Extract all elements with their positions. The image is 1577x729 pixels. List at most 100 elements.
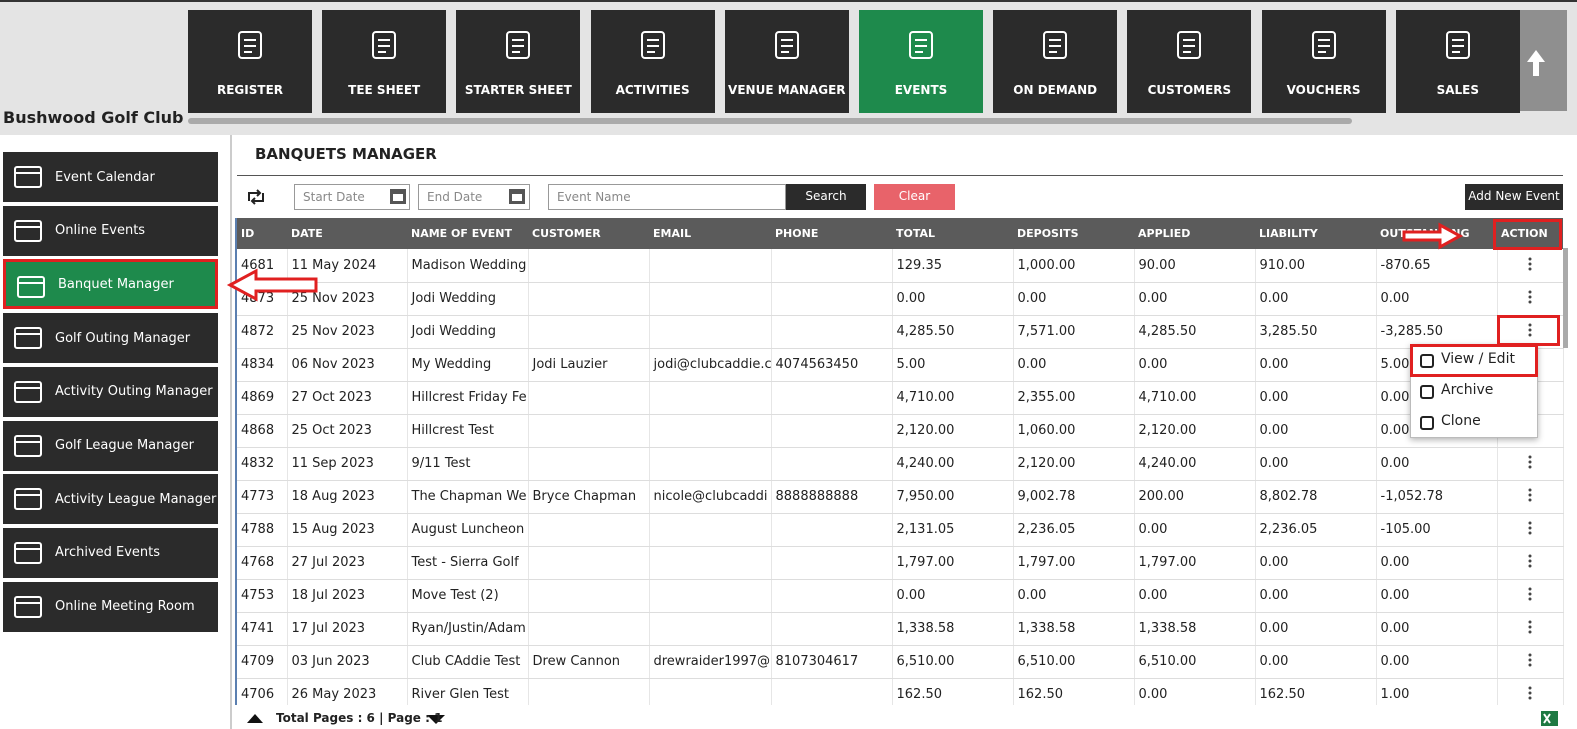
table-cell: 27 Jul 2023	[287, 546, 408, 580]
sidebar-label: Online Events	[55, 223, 146, 239]
sidebar-item[interactable]: Online Events	[3, 205, 218, 256]
column-header: ID	[237, 218, 287, 249]
sidebar-item[interactable]: Archived Events	[3, 527, 218, 578]
pager-arrows[interactable]	[245, 710, 455, 728]
table-cell: 910.00	[1255, 249, 1377, 283]
kebab-icon	[1528, 554, 1532, 568]
column-header: NAME OF EVENT	[407, 218, 528, 249]
event-name-input[interactable]: Event Name	[548, 184, 786, 210]
icon	[1311, 31, 1336, 59]
action-cell[interactable]	[1497, 579, 1564, 613]
menu-item[interactable]: View / Edit	[1411, 345, 1539, 376]
sidebar-item[interactable]: Golf Outing Manager	[3, 313, 218, 364]
table-cell: 0.00	[1013, 579, 1135, 613]
sidebar-item[interactable]: Golf League Manager	[3, 420, 218, 471]
table-cell: Hillcrest Test	[407, 414, 529, 448]
table-cell: -3,285.50	[1376, 315, 1498, 349]
table-cell: 0.00	[1255, 348, 1377, 382]
arrow-annotation	[226, 268, 318, 302]
nav-button[interactable]: SALES	[1395, 10, 1520, 113]
table-cell: 129.35	[892, 249, 1014, 283]
table-cell: 162.50	[1255, 678, 1377, 705]
action-cell[interactable]	[1497, 282, 1564, 316]
nav-button[interactable]: EVENTS	[859, 10, 983, 113]
table-row: 4741 17 Jul 2023 Ryan/Justin/Adam 1,338.58 1…	[237, 612, 1564, 646]
nav-label: TEE SHEET	[348, 83, 421, 97]
table-cell	[528, 282, 650, 316]
table-cell: Jodi Wedding	[407, 315, 529, 349]
table-cell: 9/11 Test	[407, 447, 529, 481]
sidebar-item[interactable]: Activity Outing Manager	[3, 366, 218, 417]
action-cell[interactable]	[1497, 513, 1564, 547]
table-cell: 0.00	[1376, 546, 1498, 580]
table-cell: 26 May 2023	[287, 678, 408, 705]
table-cell: 90.00	[1134, 249, 1256, 283]
table-cell: Jodi Wedding	[407, 282, 529, 316]
table-cell	[649, 579, 772, 613]
table-cell	[771, 612, 893, 646]
placeholder: Start Date	[303, 190, 365, 204]
table-cell: 4741	[237, 612, 288, 646]
nav-button[interactable]: ON DEMAND	[993, 10, 1118, 113]
column-header: LIABILITY	[1255, 218, 1376, 249]
action-cell[interactable]	[1497, 612, 1564, 646]
add-event-button[interactable]: Add New Event	[1465, 184, 1563, 210]
action-cell[interactable]	[1497, 249, 1564, 283]
table-cell: 27 Oct 2023	[287, 381, 408, 415]
calendar-icon[interactable]	[388, 186, 408, 206]
table-cell	[528, 381, 650, 415]
table-cell: Move Test (2)	[407, 579, 529, 613]
sidebar-item[interactable]: Activity League Manager	[3, 474, 218, 525]
sidebar-item[interactable]: Online Meeting Room	[3, 581, 218, 632]
action-cell[interactable]	[1497, 447, 1564, 481]
nav-button[interactable]: VOUCHERS	[1261, 10, 1386, 113]
highlight-box	[1410, 344, 1538, 377]
action-cell[interactable]	[1497, 645, 1564, 679]
nav-button[interactable]: TEE SHEET	[322, 10, 447, 113]
icon	[238, 31, 262, 59]
menu-item[interactable]: Clone	[1411, 407, 1539, 438]
nav-label: REGISTER	[216, 83, 284, 97]
table-cell: 2,355.00	[1013, 381, 1135, 415]
action-cell[interactable]	[1497, 546, 1564, 580]
table-cell	[649, 513, 772, 547]
table-cell: 7,571.00	[1013, 315, 1135, 349]
sidebar-item[interactable]: Event Calendar	[3, 152, 218, 202]
table-cell	[649, 282, 772, 316]
icon	[1445, 31, 1470, 59]
end-date-input[interactable]: End Date	[418, 184, 530, 210]
table-cell	[771, 678, 893, 705]
table-cell: 162.50	[892, 678, 1014, 705]
nav-button[interactable]: ACTIVITIES	[590, 10, 715, 113]
icon	[14, 595, 42, 618]
calendar-icon[interactable]	[507, 186, 527, 206]
table-row: 4709 03 Jun 2023 Club CAddie Test Drew Cann…	[237, 645, 1564, 679]
nav-button[interactable]: STARTER SHEET	[456, 10, 581, 113]
menu-item[interactable]: Archive	[1411, 376, 1539, 407]
icon	[14, 541, 42, 564]
kebab-icon	[1528, 455, 1532, 469]
table-cell	[649, 249, 772, 283]
table-scrollbar	[1563, 248, 1568, 348]
excel-icon[interactable]	[1540, 709, 1560, 727]
sidebar-label: Activity League Manager	[55, 491, 217, 507]
table-cell: Club CAddie Test	[407, 645, 529, 679]
table-cell: 0.00	[1376, 579, 1498, 613]
table-cell: 0.00	[892, 579, 1014, 613]
clear-button[interactable]: Clear	[874, 184, 955, 210]
table-cell: 1,797.00	[1013, 546, 1135, 580]
table-cell	[649, 414, 772, 448]
icon	[774, 31, 799, 59]
refresh-icon[interactable]	[245, 187, 267, 207]
action-cell[interactable]	[1497, 480, 1564, 514]
nav-button[interactable]: CUSTOMERS	[1127, 10, 1252, 113]
table-cell: 15 Aug 2023	[287, 513, 408, 547]
table-cell	[528, 249, 650, 283]
action-cell[interactable]	[1497, 678, 1564, 705]
search-button[interactable]: Search	[786, 184, 866, 210]
table-cell: 06 Nov 2023	[287, 348, 408, 382]
nav-button[interactable]: REGISTER	[188, 10, 312, 113]
nav-button[interactable]: VENUE MANAGER	[724, 10, 849, 113]
sidebar-item[interactable]: Banquet Manager	[3, 259, 218, 310]
table-cell: Ryan/Justin/Adam	[407, 612, 529, 646]
